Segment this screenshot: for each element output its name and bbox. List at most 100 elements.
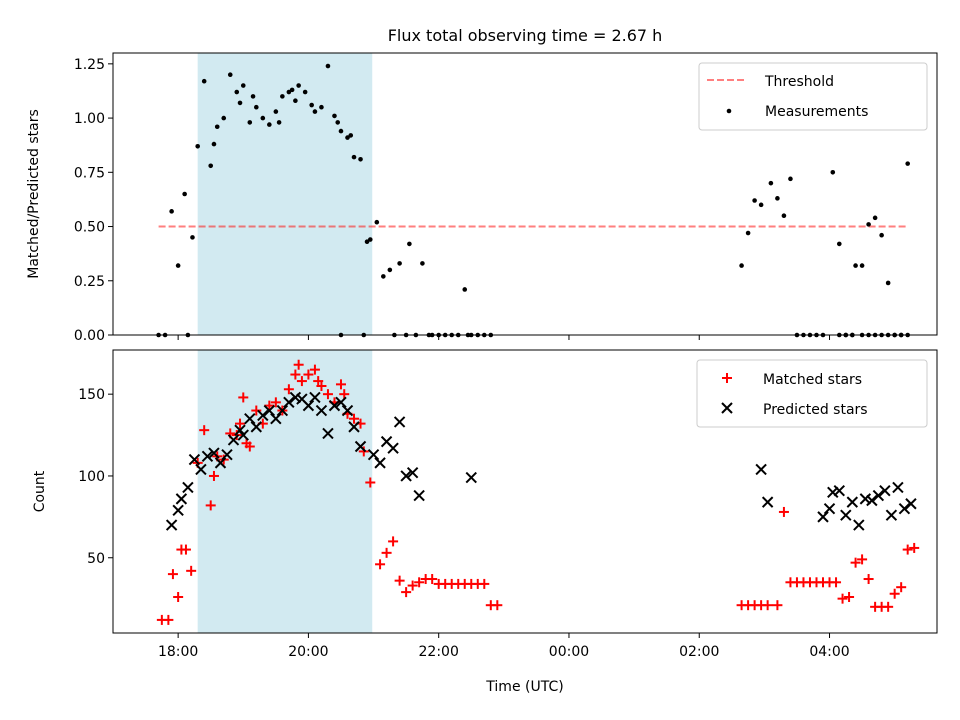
measurement-point bbox=[879, 232, 884, 238]
bottom-legend-box bbox=[696, 359, 928, 428]
measurement-point bbox=[267, 122, 272, 127]
matched-point bbox=[772, 600, 783, 611]
matched-point bbox=[358, 446, 369, 457]
bottom-x-ticks: 18:00 20:00 22:00 00:00 02:00 04:00 bbox=[158, 633, 850, 660]
predicted-point bbox=[165, 519, 178, 531]
predicted-point bbox=[413, 489, 425, 502]
predicted-point bbox=[234, 424, 246, 436]
measurement-point bbox=[309, 102, 314, 108]
matched-point bbox=[844, 592, 855, 603]
top-highlight-span bbox=[197, 53, 373, 335]
measurement-point bbox=[788, 176, 793, 182]
measurement-point bbox=[293, 98, 298, 104]
predicted-point bbox=[208, 447, 220, 459]
top-frame bbox=[112, 52, 938, 336]
predicted-point bbox=[465, 471, 477, 484]
predicted-point bbox=[328, 399, 341, 412]
matched-point bbox=[909, 542, 920, 553]
measurement-point bbox=[260, 115, 266, 121]
matched-point bbox=[762, 600, 773, 611]
measurement-point bbox=[195, 143, 200, 149]
matched-point bbox=[365, 477, 376, 488]
bottom-y-ticks: 50 100 150 bbox=[78, 387, 113, 567]
measurement-point bbox=[859, 263, 865, 268]
matched-point bbox=[837, 593, 848, 604]
matched-point bbox=[850, 557, 861, 568]
top-panel: 0.00 0.25 0.50 0.75 1.00 1.25 Matched/Predict… bbox=[26, 52, 938, 344]
measurement-point bbox=[325, 63, 331, 69]
predicted-points bbox=[165, 391, 917, 531]
matched-point bbox=[163, 614, 174, 625]
top-x-ticks bbox=[177, 335, 831, 340]
matched-point bbox=[283, 384, 294, 395]
predicted-point bbox=[188, 453, 201, 466]
matched-point bbox=[208, 470, 219, 481]
matched-point bbox=[388, 536, 399, 547]
measurement-point bbox=[280, 94, 285, 99]
measurement-point bbox=[240, 83, 246, 88]
predicted-point bbox=[885, 509, 898, 521]
bottom-frame bbox=[112, 349, 938, 634]
predicted-point bbox=[237, 429, 249, 441]
predicted-point bbox=[227, 434, 240, 446]
predicted-point bbox=[263, 404, 276, 417]
matched-point bbox=[381, 547, 392, 558]
predicted-point bbox=[853, 519, 865, 531]
predicted-point bbox=[354, 440, 367, 453]
predicted-point bbox=[866, 494, 878, 507]
measurement-point bbox=[250, 94, 256, 99]
predicted-point bbox=[309, 391, 321, 404]
measurement-point bbox=[768, 180, 774, 186]
legend-measurements-label: Measurements bbox=[765, 104, 868, 120]
measurement-point bbox=[335, 120, 341, 125]
top-legend: Threshold Measurements bbox=[698, 62, 928, 131]
measurement-point bbox=[208, 163, 214, 169]
measurement-point bbox=[866, 222, 871, 227]
measurement-points bbox=[156, 63, 910, 338]
matched-point bbox=[173, 592, 184, 603]
measurement-point bbox=[182, 191, 187, 197]
bottom-y-tick-label: 150 bbox=[78, 387, 105, 403]
predicted-point bbox=[905, 498, 917, 510]
bottom-legend: Matched stars Predicted stars bbox=[696, 359, 928, 428]
measurement-point bbox=[211, 141, 217, 147]
x-tick-label: 02:00 bbox=[679, 644, 719, 660]
matched-point bbox=[863, 574, 874, 585]
matched-point bbox=[414, 577, 425, 588]
top-y-tick-label: 0.00 bbox=[74, 328, 105, 344]
measurement-point bbox=[319, 104, 324, 110]
predicted-point bbox=[406, 466, 419, 479]
predicted-point bbox=[840, 509, 852, 521]
matched-point bbox=[199, 425, 210, 436]
predicted-point bbox=[898, 502, 911, 515]
predicted-point bbox=[374, 457, 386, 469]
legend-matched-label: Matched stars bbox=[763, 372, 862, 388]
measurement-point bbox=[462, 287, 468, 292]
top-y-ticks: 0.00 0.25 0.50 0.75 1.00 1.25 bbox=[74, 57, 113, 344]
matched-point bbox=[349, 413, 360, 424]
measurement-point bbox=[190, 235, 195, 240]
bottom-y-axis-label: Count bbox=[32, 470, 48, 512]
matched-point bbox=[205, 500, 216, 511]
matched-point bbox=[309, 364, 320, 375]
measurement-point bbox=[276, 120, 282, 125]
top-y-tick-label: 0.75 bbox=[74, 165, 105, 181]
matched-point bbox=[270, 397, 281, 408]
measurement-point bbox=[745, 230, 751, 236]
measurement-point bbox=[364, 239, 370, 245]
matched-points bbox=[156, 359, 920, 625]
matched-point bbox=[857, 554, 868, 565]
measurement-point bbox=[758, 202, 764, 208]
measurement-point bbox=[302, 89, 308, 95]
legend-measurements-swatch bbox=[726, 108, 732, 114]
top-y-tick-label: 0.25 bbox=[74, 274, 105, 290]
measurement-point bbox=[312, 109, 318, 114]
matched-point bbox=[251, 405, 262, 416]
matched-point bbox=[427, 574, 438, 585]
measurement-point bbox=[387, 267, 393, 273]
matched-point bbox=[235, 418, 246, 429]
measurement-point bbox=[367, 237, 373, 242]
matched-point bbox=[296, 376, 307, 387]
legend-matched-swatch bbox=[722, 373, 732, 383]
measurement-point bbox=[348, 133, 354, 138]
